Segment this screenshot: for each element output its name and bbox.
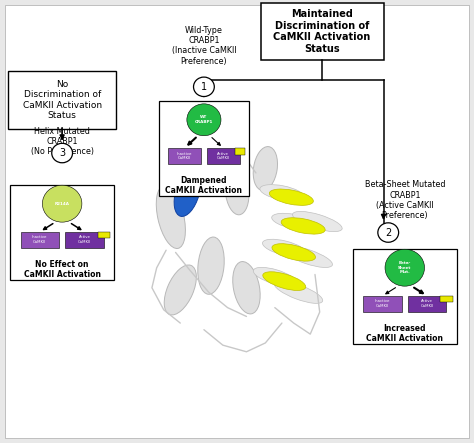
Circle shape [385, 249, 425, 286]
Text: No
Discrimination of
CaMKII Activation
Status: No Discrimination of CaMKII Activation S… [23, 80, 102, 120]
Text: No Effect on
CaMKII Activation: No Effect on CaMKII Activation [24, 260, 100, 279]
Text: Beta-
Sheet
Mut.: Beta- Sheet Mut. [398, 261, 411, 274]
Circle shape [378, 223, 399, 242]
Text: Beta-Sheet Mutated
CRABP1
(Active CaMKII
Preference): Beta-Sheet Mutated CRABP1 (Active CaMKII… [365, 180, 445, 221]
Text: Inactive
CaMKII: Inactive CaMKII [177, 152, 192, 160]
FancyBboxPatch shape [363, 296, 401, 311]
Ellipse shape [272, 214, 316, 229]
Ellipse shape [292, 211, 342, 232]
Text: Inactive
CaMKII: Inactive CaMKII [32, 235, 47, 244]
FancyBboxPatch shape [235, 148, 245, 155]
FancyBboxPatch shape [168, 148, 201, 163]
Ellipse shape [174, 169, 201, 217]
Text: 1: 1 [201, 82, 207, 92]
Ellipse shape [263, 239, 306, 256]
Circle shape [193, 77, 214, 97]
Ellipse shape [164, 265, 196, 315]
FancyBboxPatch shape [408, 296, 447, 311]
Text: Helix Mutated
CRABP1
(No Preference): Helix Mutated CRABP1 (No Preference) [31, 127, 94, 156]
FancyBboxPatch shape [159, 101, 249, 196]
Ellipse shape [253, 147, 277, 190]
FancyBboxPatch shape [353, 249, 457, 344]
FancyBboxPatch shape [5, 5, 469, 438]
FancyBboxPatch shape [10, 259, 114, 280]
Ellipse shape [253, 268, 296, 286]
Circle shape [187, 104, 221, 136]
FancyBboxPatch shape [98, 232, 110, 238]
Ellipse shape [233, 261, 260, 314]
Text: Inactive
CaMKII: Inactive CaMKII [375, 299, 390, 308]
Ellipse shape [272, 244, 316, 261]
Text: Active
CaMKII: Active CaMKII [78, 235, 91, 244]
FancyBboxPatch shape [160, 106, 247, 175]
FancyBboxPatch shape [8, 71, 117, 129]
Ellipse shape [283, 246, 332, 268]
Text: Increased
CaMKII Activation: Increased CaMKII Activation [366, 324, 443, 343]
FancyBboxPatch shape [354, 254, 456, 323]
Ellipse shape [281, 218, 325, 234]
Text: R214A: R214A [55, 202, 70, 206]
Ellipse shape [198, 237, 224, 294]
Text: Dampened
CaMKII Activation: Dampened CaMKII Activation [165, 176, 242, 195]
Text: WT
CRABP1: WT CRABP1 [195, 116, 213, 124]
Ellipse shape [260, 185, 304, 201]
Ellipse shape [156, 186, 185, 249]
FancyBboxPatch shape [10, 185, 114, 280]
FancyBboxPatch shape [65, 232, 104, 248]
Ellipse shape [263, 272, 306, 291]
Text: Wild-Type
CRABP1
(Inactive CaMKII
Preference): Wild-Type CRABP1 (Inactive CaMKII Prefer… [172, 26, 236, 66]
FancyBboxPatch shape [159, 175, 249, 196]
Ellipse shape [269, 189, 313, 206]
Ellipse shape [187, 131, 221, 197]
FancyBboxPatch shape [11, 190, 113, 259]
FancyBboxPatch shape [440, 296, 453, 303]
FancyBboxPatch shape [20, 232, 59, 248]
Text: 3: 3 [59, 148, 65, 158]
Text: Maintained
Discrimination of
CaMKII Activation
Status: Maintained Discrimination of CaMKII Acti… [273, 9, 371, 54]
FancyBboxPatch shape [353, 323, 457, 344]
Ellipse shape [225, 167, 249, 215]
Circle shape [42, 185, 82, 222]
Text: Active
CaMKII: Active CaMKII [420, 299, 434, 308]
Ellipse shape [274, 281, 323, 303]
Text: Active
CaMKII: Active CaMKII [217, 152, 230, 160]
FancyBboxPatch shape [207, 148, 240, 163]
Text: 2: 2 [385, 228, 392, 237]
Circle shape [52, 144, 73, 163]
FancyBboxPatch shape [261, 3, 383, 60]
